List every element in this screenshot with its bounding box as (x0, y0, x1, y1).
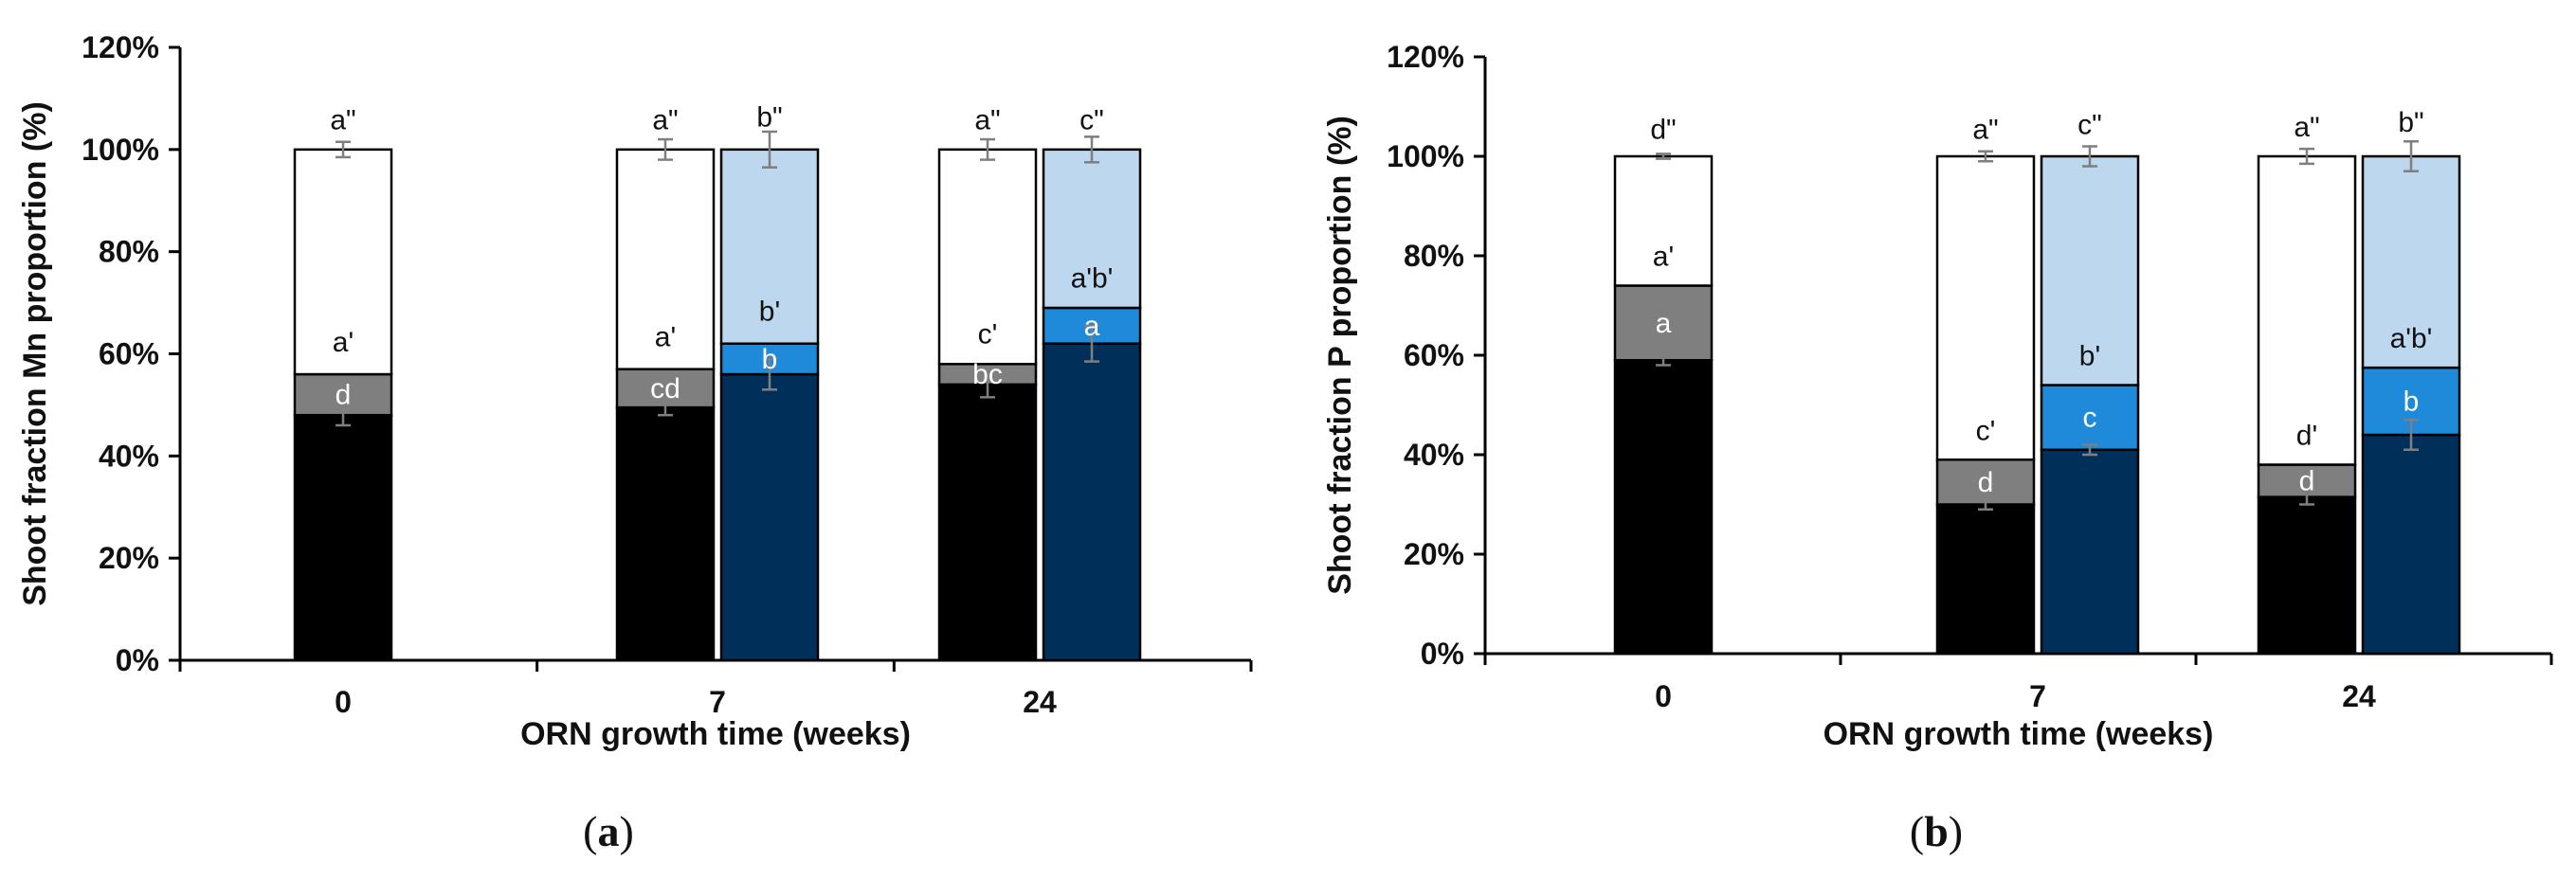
stacked-bar-24-grey: bc c' a" (937, 104, 1038, 662)
significance-letter: b' (2079, 341, 2100, 372)
y-tick-label: 20% (1404, 537, 1464, 571)
bar-segment-black (615, 405, 716, 662)
x-tick-label: 7 (2029, 679, 2046, 713)
significance-letter: b' (759, 296, 780, 327)
segment-letter: b (2404, 387, 2420, 418)
significance-letter: a" (652, 104, 678, 135)
y-tick-label: 60% (1404, 338, 1464, 372)
stacked-bar-7-blue: c b' c" (2040, 109, 2140, 656)
bar-segment-gray (1935, 458, 2036, 506)
panel-b-chart: 0% 20% 40% 60% 80% 100% 120% 0 7 24 ORN growth tim… (1322, 40, 2553, 855)
significance-letter: a' (655, 321, 676, 352)
panel-a-chart: 0% 20% 40% 60% 80% 100% 120% 0 7 24 ORN growth tim… (17, 30, 1253, 855)
y-tick-label: 40% (1404, 438, 1464, 472)
bar-segment-white (293, 148, 393, 376)
significance-letter: a" (974, 104, 1000, 135)
stacked-bar-0-grey: a a' d" (1613, 115, 1714, 656)
significance-letter: d" (1650, 115, 1676, 146)
segment-letter: b (762, 344, 778, 375)
bar-segment-white (615, 148, 716, 370)
significance-letter: a" (2294, 112, 2319, 143)
panel-label-part: ( (1910, 807, 1924, 855)
y-tick-label: 120% (1387, 40, 1464, 74)
y-tick-label: 0% (116, 643, 159, 677)
panel-label-part: ( (583, 807, 597, 855)
y-tick-label: 100% (82, 133, 159, 167)
significance-letter: c' (1976, 415, 1996, 446)
bar-segment-light_blue (2361, 154, 2461, 369)
bar-segment-dark_blue (1042, 342, 1142, 662)
x-tick-label: 0 (1655, 679, 1672, 713)
significance-letter: a" (330, 104, 355, 135)
y-axis-title: Shoot fraction P proportion (%) (1322, 116, 1358, 595)
bar-segment-black (2257, 495, 2357, 656)
stacked-bar-7-grey: d c' a" (1935, 115, 2036, 656)
y-tick-label: 0% (1421, 637, 1464, 671)
x-axis-title: ORN growth time (weeks) (1823, 716, 2214, 752)
panel-label-part: ) (620, 807, 634, 855)
segment-letter: d (336, 380, 352, 411)
significance-letter: d' (2296, 421, 2317, 452)
segment-letter: cd (650, 373, 680, 405)
panel-label: (a) (583, 807, 634, 855)
bar-segment-white (2257, 154, 2357, 466)
stacked-bar-24-blue: a a'b' c" (1042, 104, 1142, 662)
bar-segment-light_blue (1042, 148, 1142, 310)
x-tick-label: 7 (709, 685, 726, 719)
stacked-bar-0-grey: d a' a" (293, 104, 393, 662)
significance-letter: a" (1972, 115, 1998, 146)
bar-segment-black (937, 383, 1038, 662)
segment-letter: a (1084, 311, 1100, 342)
bar-segment-light_blue (2040, 154, 2140, 387)
bar-segment-dark_blue (2361, 433, 2461, 656)
segment-letter: d (2299, 466, 2315, 497)
stacked-bar-7-grey: cd a' a" (615, 104, 716, 662)
y-tick-label: 120% (82, 30, 159, 64)
y-tick-label: 60% (99, 337, 159, 371)
x-tick-label: 24 (2342, 679, 2376, 713)
bar-segment-white (1935, 154, 2036, 461)
bar-segment-white (1613, 154, 1714, 287)
stacked-bar-24-grey: d d' a" (2257, 112, 2357, 656)
significance-letter: a'b' (1071, 262, 1114, 294)
significance-letter: c" (2077, 109, 2102, 140)
bar-segment-dark_blue (2040, 448, 2140, 656)
y-axis-title: Shoot fraction Mn proportion (%) (17, 101, 53, 606)
y-tick-label: 40% (99, 439, 159, 473)
panel-label: (b) (1910, 807, 1963, 855)
significance-letter: a'b' (2390, 323, 2433, 354)
bar-segment-dark_blue (719, 372, 820, 662)
segment-letter: bc (972, 359, 1003, 390)
x-axis-title: ORN growth time (weeks) (520, 716, 911, 752)
significance-letter: c" (1079, 104, 1104, 135)
segment-letter: a (1656, 308, 1672, 339)
significance-letter: b" (756, 102, 782, 134)
y-tick-label: 80% (99, 235, 159, 269)
significance-letter: a' (333, 327, 354, 358)
x-tick-label: 0 (335, 685, 352, 719)
significance-letter: a' (1653, 242, 1674, 273)
y-tick-label: 100% (1387, 139, 1464, 173)
bar-segment-white (937, 148, 1038, 366)
significance-letter: b" (2398, 107, 2423, 138)
bar-segment-black (293, 413, 393, 662)
stacked-bar-7-blue: b b' b" (719, 102, 820, 662)
stacked-bar-24-blue: b a'b' b" (2361, 107, 2461, 656)
panel-label-part: a (598, 807, 620, 855)
panel-label-part: ) (1949, 807, 1963, 855)
y-tick-label: 20% (99, 541, 159, 575)
y-tick-label: 80% (1404, 239, 1464, 273)
significance-letter: c' (978, 319, 998, 351)
bar-segment-black (1935, 503, 2036, 656)
panel-label-part: b (1924, 807, 1949, 855)
segment-letter: d (1978, 467, 1994, 498)
bar-segment-black (1613, 359, 1714, 656)
x-tick-label: 24 (1023, 685, 1057, 719)
segment-letter: c (2083, 403, 2097, 434)
